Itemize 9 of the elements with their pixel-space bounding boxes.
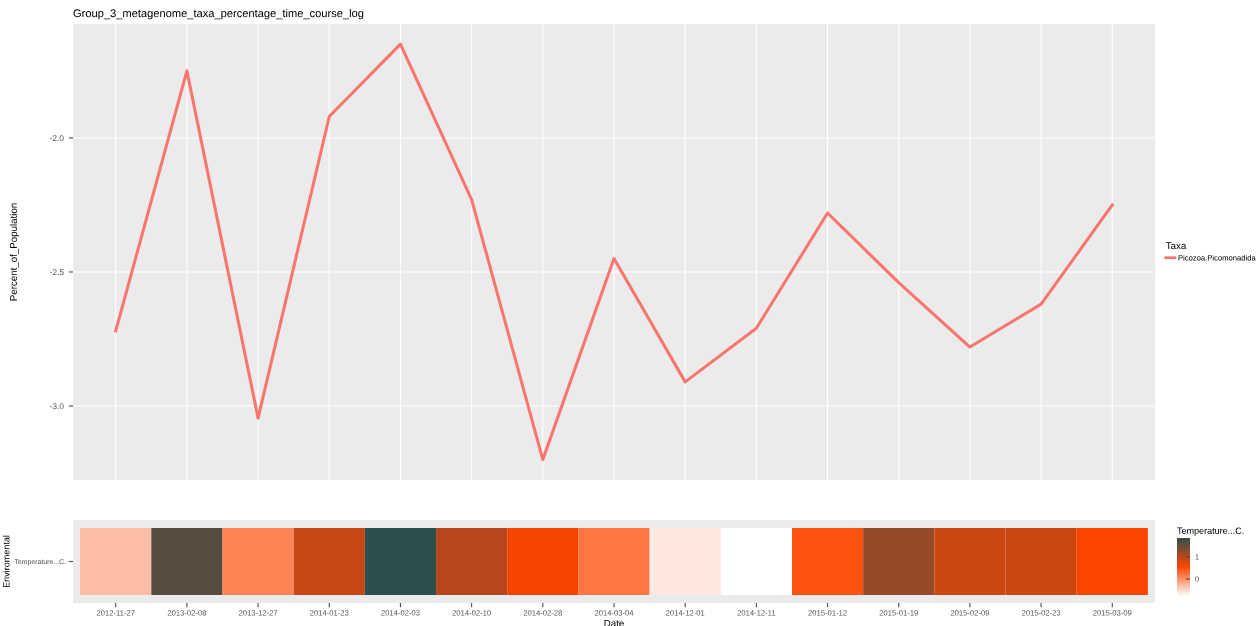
y-tick-label: -3.0 — [49, 403, 64, 410]
x-axis-title: Date — [604, 619, 624, 626]
chart-title: Group_3_metagenome_taxa_percentage_time_course_log — [73, 9, 364, 20]
y-axis-title: Enviromental — [2, 535, 10, 588]
y-axis-title: Percent_of_Population — [9, 203, 19, 301]
line-series — [114, 42, 1114, 462]
y-tick-label: -2.0 — [49, 135, 64, 142]
legend-title: Taxa — [1165, 242, 1187, 250]
y-tick-label: -2.5 — [49, 269, 64, 276]
